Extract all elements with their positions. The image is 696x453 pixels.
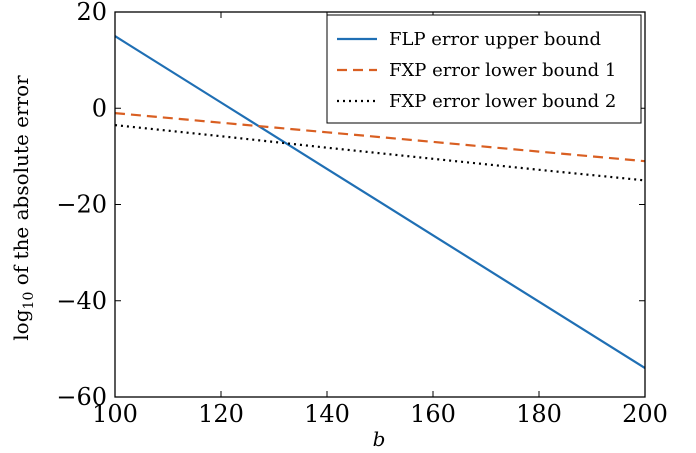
y-tick-label: −40 [56,287,107,315]
x-tick-label: 120 [198,400,244,428]
series-line-2 [114,112,646,163]
x-tick-label: 100 [92,400,138,428]
y-tick-label: 0 [92,94,107,122]
plot-marks [114,35,646,370]
tick-labels: 100 120 140 160 180 200 −60 −40 −20 0 20 [56,0,668,428]
legend-box [326,14,642,124]
y-axis-label-main: log [9,309,33,340]
y-axis-label-rest: of the absolute error [9,75,33,292]
y-axis-label: log10 of the absolute error [9,75,37,341]
y-tick-label: 20 [76,0,107,26]
x-tick-label: 180 [516,400,562,428]
x-tick-label: 200 [622,400,668,428]
series-line-3 [114,124,646,182]
y-axis-label-subscript: 10 [21,292,37,310]
legend-label-2: FXP error lower bound 1 [389,60,616,81]
x-axis-label: b [373,427,386,451]
legend-label-3: FXP error lower bound 2 [389,91,616,112]
x-tick-label: 160 [410,400,456,428]
y-tick-label: −20 [56,191,107,219]
x-tick-label: 140 [304,400,350,428]
legend-label-1: FLP error upper bound [389,29,601,50]
plot-frame [114,11,646,398]
legend: FLP error upper bound FXP error lower bou… [326,14,642,124]
y-tick-label: −60 [56,383,107,411]
series-line-1 [114,35,646,370]
